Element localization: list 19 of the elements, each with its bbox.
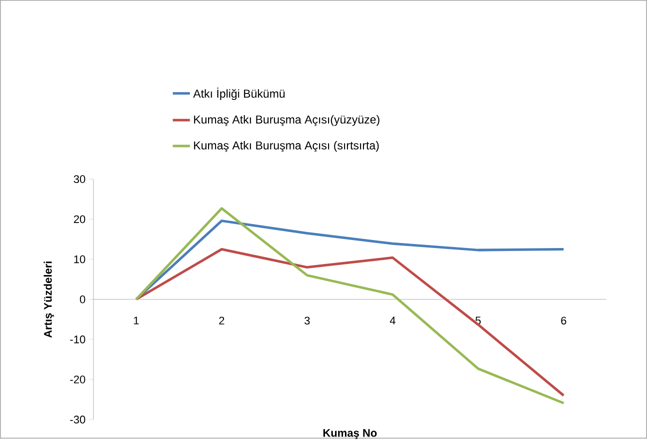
- y-tick-label: -20: [70, 375, 86, 384]
- y-tick-label: -30: [70, 416, 86, 424]
- y-tick-label: 30: [74, 175, 86, 183]
- legend-label: Atkı İpliği Bükümü: [193, 87, 285, 100]
- x-tick-label: 4: [390, 316, 396, 324]
- x-tick-label: 6: [561, 316, 566, 324]
- legend-label: Kumaş Atkı Buruşma Açısı (sırtsırta): [194, 140, 379, 152]
- y-axis-title: Artış Yüzdeleri: [44, 261, 54, 338]
- x-tick-label: 3: [304, 316, 310, 324]
- y-tick-label: 10: [74, 255, 86, 264]
- y-tick-label: 0: [80, 295, 86, 304]
- y-tick-label: 20: [74, 215, 86, 223]
- line-series: [134, 248, 565, 397]
- x-tick-label: 1: [134, 316, 139, 324]
- legend-label: Kumaş Atkı Buruşma Açısı(yüzyüze): [194, 114, 380, 126]
- x-axis-title: Kumaş No: [323, 428, 377, 439]
- y-tick-label: -10: [70, 335, 86, 344]
- line-series: [134, 206, 565, 404]
- x-tick-label: 2: [219, 316, 224, 324]
